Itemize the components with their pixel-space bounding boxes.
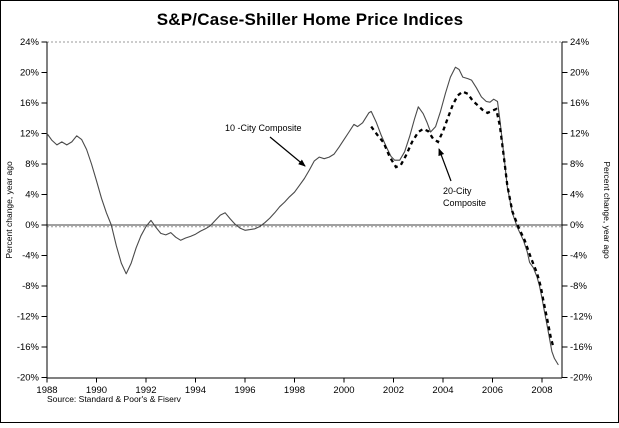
y-tick-label-left: -16%	[17, 342, 40, 353]
x-tick-label: 2006	[482, 385, 503, 396]
y-tick-label-right: -8%	[570, 281, 587, 292]
y-tick-label-right: 24%	[570, 37, 590, 48]
x-tick-label: 2000	[333, 385, 354, 396]
y-tick-label-right: -20%	[570, 373, 593, 384]
y-axis-title-right: Percent change, year ago	[602, 161, 612, 259]
y-tick-label-right: -16%	[570, 342, 593, 353]
ten-city-label: 10 -City Composite	[225, 123, 302, 133]
x-tick-label: 2002	[383, 385, 404, 396]
x-tick-label: 1988	[36, 385, 57, 396]
x-tick-label: 1996	[234, 385, 255, 396]
y-tick-label-left: 24%	[20, 37, 40, 48]
twenty-city-composite-line	[370, 90, 555, 347]
y-tick-label-left: -12%	[17, 312, 40, 323]
y-tick-label-right: -4%	[570, 251, 587, 262]
y-tick-label-right: 4%	[570, 190, 584, 201]
x-ticks: 1988 1990 1992 1994 1996 1998 2000 2002 2004 2006…	[36, 378, 553, 396]
y-ticks-right: 24% 20% 16% 12% 8% 4% 0% -4% -8% -12% -16% -20%	[562, 37, 593, 384]
x-tick-label: 1994	[185, 385, 206, 396]
y-axis-title-left: Percent change, year ago	[4, 161, 14, 259]
twenty-city-arrow	[438, 148, 452, 182]
x-tick-label: 1998	[284, 385, 305, 396]
y-tick-label-right: 8%	[570, 159, 584, 170]
ten-city-arrow	[269, 136, 306, 167]
annotations: 10 -City Composite 20-City Composite	[225, 123, 486, 208]
x-tick-label: 1992	[135, 385, 156, 396]
series-group	[46, 66, 559, 366]
y-tick-label-left: 8%	[25, 159, 39, 170]
y-tick-label-right: 0%	[570, 220, 584, 231]
x-tick-label: 2008	[531, 385, 552, 396]
y-tick-label-right: 12%	[570, 129, 590, 140]
y-tick-label-left: 16%	[20, 98, 40, 109]
y-tick-label-left: -20%	[17, 373, 40, 384]
twenty-city-label-line2: Composite	[443, 198, 486, 208]
gridlines	[47, 41, 562, 228]
source-note: Source: Standard & Poor's & Fiserv	[47, 394, 182, 404]
x-tick-label: 2004	[432, 385, 453, 396]
axes	[46, 42, 563, 379]
y-tick-label-left: 4%	[25, 190, 39, 201]
chart-title: S&P/Case-Shiller Home Price Indices	[157, 10, 464, 29]
y-tick-label-right: 16%	[570, 98, 590, 109]
y-tick-label-left: 0%	[25, 220, 39, 231]
y-tick-label-left: 20%	[20, 68, 40, 79]
y-tick-label-right: 20%	[570, 68, 590, 79]
twenty-city-label-line1: 20-City	[443, 186, 472, 196]
x-tick-label: 1990	[86, 385, 107, 396]
y-tick-label-left: -4%	[22, 251, 39, 262]
y-tick-label-left: 12%	[20, 129, 40, 140]
y-ticks-left: 24% 20% 16% 12% 8% 4% 0% -4% -8% -12% -16% -20%	[17, 37, 47, 384]
y-tick-label-left: -8%	[22, 281, 39, 292]
ten-city-composite-line	[46, 66, 559, 366]
y-tick-label-right: -12%	[570, 312, 593, 323]
